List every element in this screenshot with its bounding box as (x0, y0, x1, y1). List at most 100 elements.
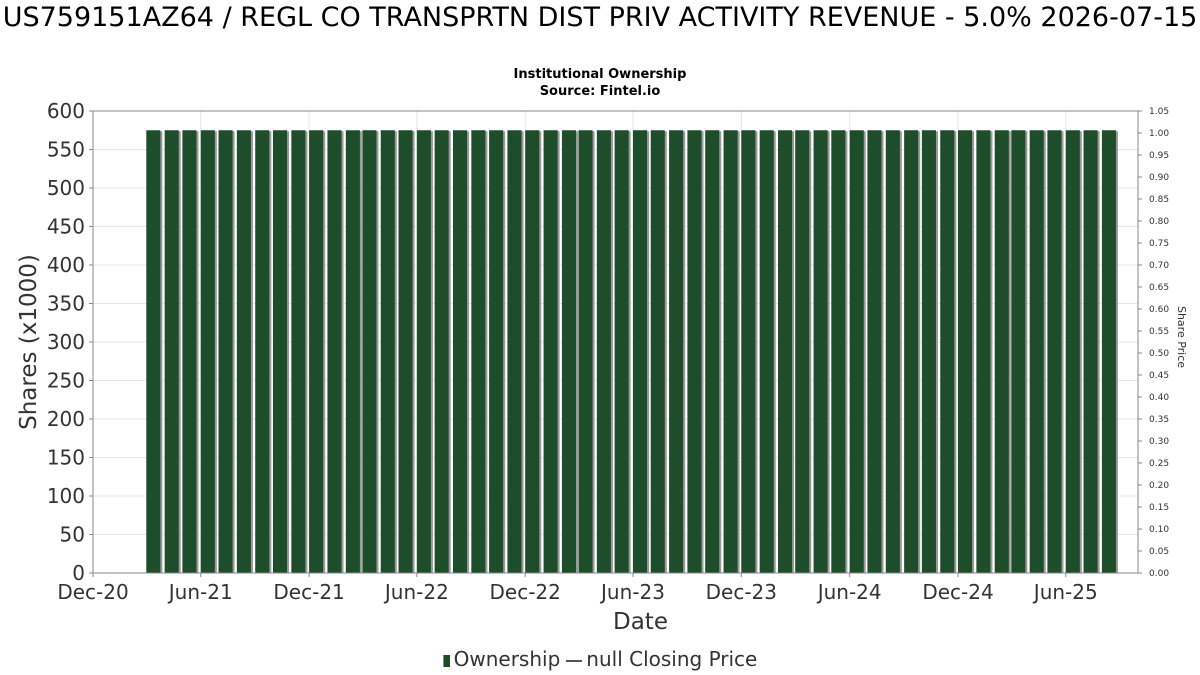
ownership-bar (416, 130, 431, 573)
ownership-bar (741, 130, 756, 573)
ownership-bar (291, 130, 306, 573)
y2-tick-label: 0.65 (1149, 283, 1169, 293)
y2-tick-label: 0.75 (1149, 239, 1169, 249)
ownership-bar (705, 130, 720, 573)
y-axis-title: Shares (x1000) (16, 254, 42, 430)
ownership-bar (976, 130, 991, 573)
ownership-chart: 0 50 100 150 200 250 300 350 400 450 500 550 600 Dec-… (16, 99, 1188, 635)
ownership-bar (1047, 130, 1062, 573)
y2-tick-label: 0.40 (1149, 393, 1169, 403)
ownership-bar (994, 130, 1009, 573)
ownership-legend-swatch (442, 654, 450, 667)
ownership-bar (1011, 130, 1026, 573)
price-legend-line (566, 659, 583, 662)
ownership-bar (182, 130, 197, 573)
y-tick-label: 300 (47, 330, 85, 354)
y-tick-label: 500 (47, 176, 85, 200)
ownership-bar (164, 130, 179, 573)
ownership-bar (1029, 130, 1044, 573)
ownership-bar (849, 130, 864, 573)
y-tick-label: 200 (47, 407, 85, 431)
ownership-bar (272, 130, 288, 573)
y2-tick-label: 0.45 (1149, 371, 1169, 381)
ownership-bar (813, 130, 828, 573)
ownership-bar (471, 130, 486, 573)
y-tick-label: 450 (47, 215, 85, 239)
y2-tick-label: 0.85 (1149, 195, 1169, 205)
y2-tick-label: 0.90 (1149, 173, 1169, 183)
ownership-bar (507, 130, 522, 573)
y-tick-label: 250 (47, 369, 85, 393)
ownership-bar (596, 130, 611, 573)
price-legend-label: null Closing Price (586, 647, 758, 671)
ownership-bar (904, 130, 919, 573)
ownership-bar (146, 130, 161, 573)
ownership-bar (921, 130, 936, 573)
ownership-bar (380, 130, 395, 573)
ownership-bar (434, 130, 449, 573)
ownership-bar (1065, 130, 1080, 573)
y-tick-label: 550 (47, 138, 85, 162)
plot-border (92, 110, 1139, 574)
y-tick-label: 0 (72, 561, 85, 585)
y2-tick-label: 0.00 (1149, 569, 1169, 579)
ownership-bar (831, 130, 846, 573)
x-tick-label: Dec-20 (57, 580, 128, 604)
y2-tick-label: 1.00 (1149, 129, 1169, 139)
chart-subtitle: Institutional Ownership (513, 67, 687, 82)
ownership-bar (345, 130, 360, 573)
x-tick-label: Dec-24 (922, 580, 993, 604)
ownership-bar (669, 130, 684, 573)
ownership-bar (236, 130, 251, 573)
ownership-bar (561, 130, 576, 573)
x-tick-label: Jun-21 (167, 580, 233, 604)
y2-tick-label: 0.60 (1149, 305, 1169, 315)
y2-tick-label: 1.05 (1149, 107, 1169, 117)
y2-tick-label: 0.20 (1149, 481, 1169, 491)
ownership-bar (723, 130, 738, 573)
y2-tick-label: 0.10 (1149, 525, 1169, 535)
y2-tick-label: 0.35 (1149, 415, 1169, 425)
x-tick-label: Dec-22 (490, 580, 561, 604)
y2-tick-label: 0.15 (1149, 503, 1169, 513)
ownership-bar (255, 130, 270, 573)
y2-tick-label: 0.95 (1149, 151, 1169, 161)
y2-tick-label: 0.30 (1149, 437, 1169, 447)
x-tick-label: Dec-21 (273, 580, 344, 604)
ownership-bar (795, 130, 810, 573)
ownership-bar (200, 130, 215, 573)
y-tick-label: 50 (60, 523, 85, 547)
ownership-bar (650, 130, 665, 573)
ownership-bar (632, 130, 648, 573)
ownership-bar (578, 130, 593, 573)
y2-tick-label: 0.80 (1149, 217, 1169, 227)
y2-tick-label: 0.25 (1149, 459, 1169, 469)
ownership-bar (940, 130, 955, 573)
x-tick-label: Jun-23 (599, 580, 665, 604)
ownership-bar (327, 130, 342, 573)
ownership-legend-label: Ownership (453, 647, 561, 671)
x-axis-title: Date (613, 609, 668, 635)
x-tick-label: Jun-22 (383, 580, 449, 604)
y-tick-label: 350 (47, 292, 85, 316)
ownership-bar (489, 130, 504, 573)
y-tick-label: 400 (47, 253, 85, 277)
y-tick-label: 600 (47, 99, 85, 123)
x-tick-label: Dec-23 (706, 580, 777, 604)
y2-tick-label: 0.70 (1149, 261, 1169, 271)
ownership-bar (525, 130, 540, 573)
ownership-bar (958, 130, 973, 573)
ownership-bar (398, 130, 413, 573)
ownership-bar (614, 130, 629, 573)
chart-title: US759151AZ64 / REGL CO TRANSPRTN DIST PR… (2, 2, 1198, 33)
chart-source: Source: Fintel.io (539, 84, 661, 99)
ownership-bar (309, 130, 324, 573)
ownership-bar (759, 130, 774, 573)
y2-tick-label: 0.50 (1149, 349, 1169, 359)
y-tick-label: 100 (47, 484, 85, 508)
y2-axis-title: Share Price (1175, 306, 1188, 368)
x-tick-label: Jun-24 (816, 580, 882, 604)
ownership-bar (543, 130, 558, 573)
ownership-bar (885, 130, 900, 573)
ownership-bar (362, 130, 377, 573)
